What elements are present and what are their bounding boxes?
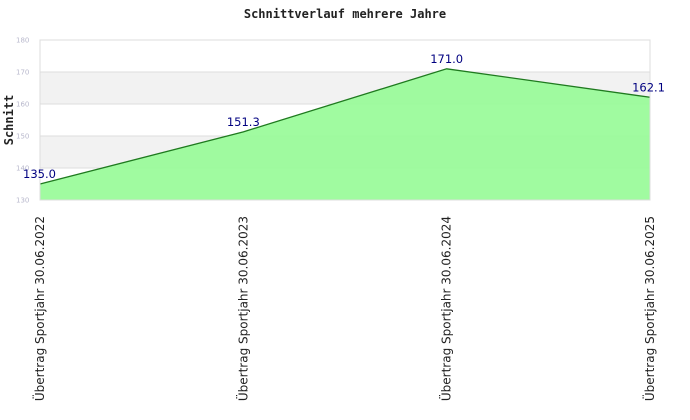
y-tick-label: 140 xyxy=(16,165,29,173)
x-tick-label: Übertrag Sportjahr 30.06.2024 xyxy=(438,216,454,401)
series-line xyxy=(39,68,651,185)
data-label: 151.3 xyxy=(227,115,260,129)
y-axis-ticks: 130 140 150 160 170 180 xyxy=(16,37,29,205)
data-labels: 135.0 151.3 171.0 162.1 xyxy=(23,52,665,181)
data-label: 162.1 xyxy=(632,80,665,94)
y-tick-label: 160 xyxy=(16,101,29,109)
series-area xyxy=(40,68,650,200)
x-axis-ticks: Übertrag Sportjahr 30.06.2022 Übertrag Sp… xyxy=(31,216,657,401)
y-tick-label: 150 xyxy=(16,133,29,141)
data-label: 135.0 xyxy=(23,167,56,181)
plot-frame xyxy=(39,39,651,201)
y-axis-label: Schnitt xyxy=(2,95,16,146)
x-tick-label: Übertrag Sportjahr 30.06.2022 xyxy=(31,216,47,401)
y-tick-label: 170 xyxy=(16,69,29,77)
x-tick-label: Übertrag Sportjahr 30.06.2023 xyxy=(234,216,250,401)
x-tick-label: Übertrag Sportjahr 30.06.2025 xyxy=(641,216,657,401)
background-band xyxy=(40,40,650,72)
y-tick-label: 130 xyxy=(16,197,29,205)
data-label: 171.0 xyxy=(430,52,463,66)
y-tick-label: 180 xyxy=(16,37,29,45)
chart-title: Schnittverlauf mehrere Jahre xyxy=(244,7,446,21)
